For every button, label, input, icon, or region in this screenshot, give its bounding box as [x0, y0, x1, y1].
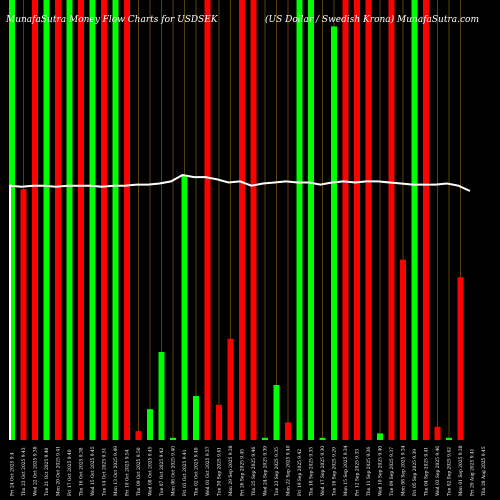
bar [55, 0, 61, 440]
bar [273, 385, 280, 440]
x-tick-label: Mon 13 Oct 2025 9.49 [114, 446, 119, 496]
x-tick-label: Fri 10 Oct 2025 9.54 [126, 449, 131, 496]
x-tick-label: Tue 09 Sep 2025 9.37 [390, 447, 395, 496]
chart-title-left: MunafaSutra Money Flow Charts for USDSEK [5, 15, 219, 25]
bar [124, 0, 130, 440]
x-tick-label: Wed 22 Oct 2025 9.38 [34, 446, 39, 496]
bar [216, 404, 222, 440]
x-tick-label: Mon 29 Sep 2025 9.38 [229, 445, 234, 496]
x-tick-label: Wed 01 Oct 2025 9.37 [206, 446, 211, 496]
x-tick-label: Tue 07 Oct 2025 9.42 [160, 447, 165, 496]
x-tick-label: Mon 08 Sep 2025 9.34 [402, 445, 407, 496]
x-tick-label: Tue 02 Sep 2025 9.42 [448, 447, 453, 496]
x-tick-label: Wed 08 Oct 2025 9.45 [149, 446, 154, 496]
bar [170, 437, 176, 440]
x-tick-label: Fri 29 Aug 2025 9.41 [471, 448, 476, 496]
bar [377, 433, 383, 440]
bar [262, 437, 268, 440]
price-line [9, 173, 471, 440]
bar [204, 0, 211, 440]
bar [20, 189, 27, 440]
bar [446, 437, 452, 440]
bar [227, 338, 234, 440]
x-tick-label: Thu 16 Oct 2025 9.38 [80, 447, 85, 496]
x-tick-label: Fri 26 Sep 2025 9.45 [241, 449, 246, 496]
bar [388, 0, 395, 440]
bar [32, 0, 38, 440]
bar [434, 426, 441, 440]
x-tick-label: Thu 25 Sep 2025 9.46 [252, 447, 257, 496]
x-tick-label: Thu 28 Aug 2025 9.45 [482, 446, 487, 496]
x-tick-label: Tue 30 Sep 2025 9.41 [218, 447, 223, 496]
x-tick-label: Mon 20 Oct 2025 9.41 [57, 446, 62, 496]
bar [365, 0, 372, 440]
x-tick-label: Wed 15 Oct 2025 9.45 [91, 446, 96, 496]
x-tick-label: Thu 02 Oct 2025 9.40 [195, 447, 200, 496]
x-axis-labels: Fri 24 Oct 2025 9.4 Thu 23 Oct 2025 9.43 W… [11, 445, 488, 496]
bar [101, 0, 107, 440]
x-tick-label: Wed 24 Sep 2025 9.39 [264, 446, 269, 496]
x-tick-label: Thu 23 Oct 2025 9.43 [22, 447, 27, 496]
bar [9, 0, 15, 440]
x-tick-label: Tue 21 Oct 2025 9.40 [45, 447, 50, 496]
price-line-group [9, 173, 471, 440]
x-tick-label: Fri 05 Sep 2025 9.39 [413, 449, 418, 496]
bar [193, 396, 199, 440]
x-tick-label: Fri 17 Oct 2025 9.40 [68, 449, 73, 496]
bar [354, 0, 360, 440]
x-tick-label: Mon 15 Sep 2025 9.34 [344, 445, 349, 496]
x-tick-label: Thu 04 Sep 2025 9.41 [425, 447, 430, 496]
bars [9, 0, 464, 441]
x-tick-label: Thu 18 Sep 2025 9.35 [310, 447, 315, 496]
bar [239, 0, 245, 440]
bar [331, 26, 337, 441]
x-tick-label: Mon 01 Sep 2025 9.38 [459, 445, 464, 496]
bar [457, 277, 464, 440]
bar [400, 259, 406, 440]
bar [112, 0, 119, 440]
bar [66, 0, 73, 440]
x-tick-label: Tue 16 Sep 2025 9.29 [333, 447, 338, 496]
bar [296, 0, 303, 440]
x-tick-label: Wed 03 Sep 2025 9.46 [436, 446, 441, 496]
bar [423, 0, 429, 440]
bar [285, 422, 291, 440]
bar [342, 0, 349, 440]
bar [319, 437, 326, 440]
bar [43, 0, 50, 440]
x-tick-label: Fri 12 Sep 2025 9.33 [356, 449, 361, 496]
bar [89, 0, 96, 440]
x-tick-label: Wed 10 Sep 2025 9.40 [379, 446, 384, 496]
x-tick-label: Tue 23 Sep 2025 9.35 [275, 447, 280, 496]
chart-title-right: (US Dollar / Swedish Krona) MunafaSutra.… [265, 14, 479, 25]
x-tick-label: Thu 11 Sep 2025 9.36 [367, 447, 372, 496]
bar [135, 431, 142, 440]
x-tick-label: Mon 06 Oct 2025 9.40 [172, 446, 177, 496]
x-tick-label: Fri 03 Oct 2025 9.41 [183, 449, 188, 496]
bar [181, 176, 188, 440]
x-tick-label: Fri 19 Sep 2025 9.42 [298, 449, 303, 496]
x-tick-label: Thu 09 Oct 2025 9.50 [137, 447, 142, 496]
x-tick-label: Mon 22 Sep 2025 9.40 [287, 445, 292, 496]
bar [147, 409, 153, 440]
bar [411, 0, 418, 440]
bar [308, 0, 314, 440]
x-tick-label: Tue 14 Oct 2025 9.51 [103, 447, 108, 496]
x-tick-label: Fri 24 Oct 2025 9.4 [11, 452, 16, 496]
bar [78, 0, 84, 440]
bar [158, 352, 165, 440]
bar [250, 0, 257, 440]
x-tick-label: Wed 17 Sep 2025 9.30 [321, 446, 326, 496]
